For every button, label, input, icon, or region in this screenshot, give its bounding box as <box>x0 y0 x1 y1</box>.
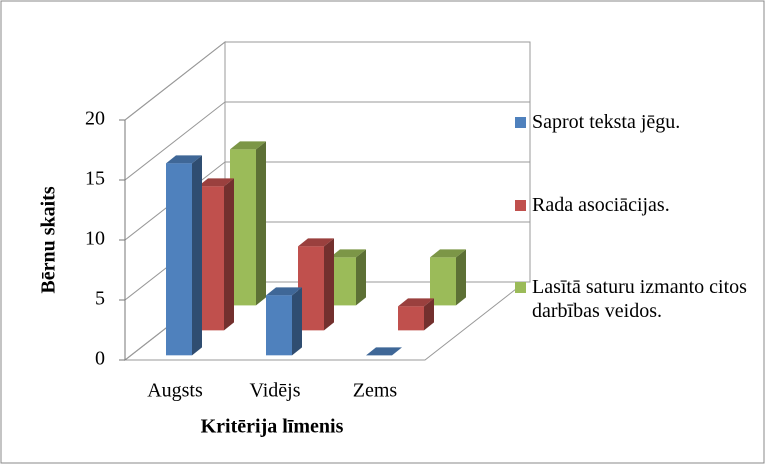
y-tick-label: 10 <box>85 228 105 250</box>
x-tick-label: Vidējs <box>249 380 300 402</box>
y-tick-label: 15 <box>85 168 105 190</box>
bar <box>298 246 324 331</box>
x-tick-label: Augsts <box>147 380 203 402</box>
bar <box>398 306 424 331</box>
bar <box>166 163 192 356</box>
legend-label: Saprot teksta jēgu. <box>532 111 681 133</box>
bar-side <box>224 178 234 331</box>
bar-side <box>292 287 302 356</box>
y-tick-label: 0 <box>95 348 105 370</box>
bar <box>198 186 224 331</box>
bar-side <box>424 298 434 331</box>
grid-line <box>124 41 530 121</box>
legend-item: Lasītā saturu izmanto citos darbības vei… <box>515 275 755 323</box>
bar-side <box>192 155 202 356</box>
bar-top <box>166 155 202 164</box>
legend-swatch <box>515 282 526 293</box>
legend-item: Rada asociācijas. <box>515 193 755 217</box>
bar-top <box>330 249 366 258</box>
bar-top <box>298 238 334 247</box>
bar <box>330 257 356 306</box>
bar <box>266 295 292 356</box>
x-axis-title: Kritērija līmenis <box>201 416 344 438</box>
bar-top <box>266 287 302 296</box>
legend-swatch <box>515 117 526 128</box>
grid-line <box>124 101 530 181</box>
bar-side <box>256 141 266 306</box>
y-tick-label: 5 <box>95 288 105 310</box>
bar-side <box>456 249 466 306</box>
bar-top <box>198 178 234 187</box>
bar-side <box>324 238 334 331</box>
bar-top <box>430 249 466 258</box>
legend-item: Saprot teksta jēgu. <box>515 110 755 134</box>
bar <box>230 149 256 306</box>
grid-line <box>124 161 530 241</box>
y-tick-label: 20 <box>85 108 105 130</box>
bar-side <box>356 249 366 306</box>
legend-label: Rada asociācijas. <box>532 194 670 216</box>
y-axis-title: Bērnu skaits <box>38 186 60 293</box>
x-tick-label: Zems <box>353 380 398 402</box>
legend-label: Lasītā saturu izmanto citos darbības vei… <box>532 276 747 322</box>
bar-top <box>398 298 434 307</box>
legend-swatch <box>515 200 526 211</box>
bar <box>430 257 456 306</box>
bar-top <box>366 347 402 356</box>
bar-top <box>230 141 266 150</box>
